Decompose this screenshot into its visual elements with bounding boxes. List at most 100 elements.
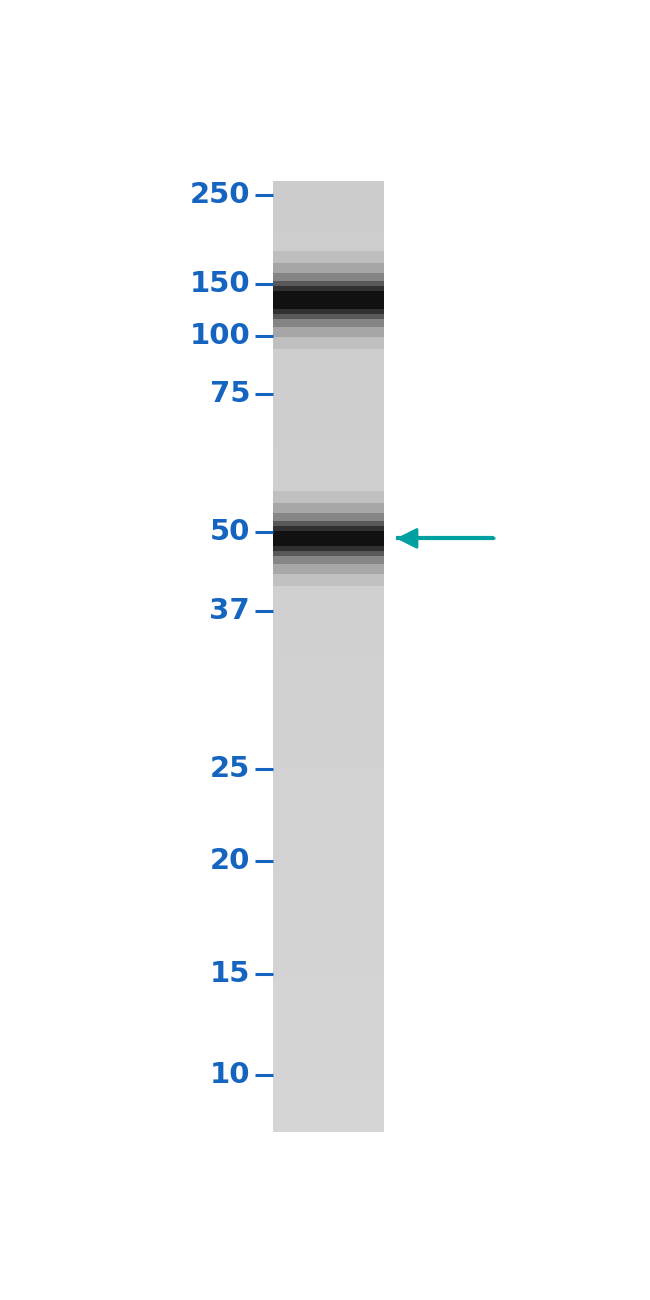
Bar (273, 878, 384, 880)
Bar (273, 637, 384, 640)
Bar (273, 497, 384, 499)
Bar (273, 992, 384, 994)
Bar (273, 806, 384, 809)
Bar (273, 295, 384, 298)
Bar (273, 1001, 384, 1004)
Bar (273, 897, 384, 900)
Bar (273, 794, 384, 797)
Bar (273, 1080, 384, 1082)
Bar (273, 1067, 384, 1070)
Bar (273, 471, 384, 473)
Bar (273, 455, 384, 456)
Bar (273, 490, 384, 493)
Bar (273, 292, 384, 295)
Bar (273, 811, 384, 814)
Bar (273, 889, 384, 892)
Bar (273, 647, 384, 650)
Bar (273, 229, 384, 231)
Text: 15: 15 (210, 959, 250, 988)
Bar (273, 442, 384, 445)
Bar (273, 1087, 384, 1089)
Bar (273, 1058, 384, 1061)
Bar (273, 1024, 384, 1027)
Bar (273, 1004, 384, 1006)
Bar (273, 880, 384, 883)
Bar (273, 788, 384, 789)
Bar (273, 623, 384, 625)
Bar (273, 861, 384, 863)
Bar (273, 1092, 384, 1093)
Bar (273, 554, 384, 556)
Bar (273, 361, 384, 364)
Bar (273, 286, 384, 315)
Bar (273, 473, 384, 476)
Bar (273, 1101, 384, 1104)
Bar (273, 954, 384, 955)
Bar (273, 343, 384, 344)
Bar (273, 303, 384, 304)
Bar (273, 205, 384, 207)
Bar (273, 459, 384, 462)
Bar (273, 742, 384, 745)
Bar (273, 941, 384, 944)
Bar (273, 578, 384, 580)
Bar (273, 832, 384, 835)
Bar (273, 706, 384, 709)
Bar (273, 636, 384, 637)
Bar (273, 503, 384, 573)
Bar (273, 298, 384, 300)
Bar (273, 1027, 384, 1030)
Bar (273, 1018, 384, 1021)
Bar (273, 1106, 384, 1108)
Bar (273, 857, 384, 858)
Bar (273, 1006, 384, 1009)
Bar (273, 866, 384, 868)
Bar (273, 818, 384, 820)
Bar (273, 316, 384, 318)
Bar (273, 602, 384, 604)
Bar (273, 573, 384, 576)
Bar (273, 883, 384, 885)
Bar (273, 940, 384, 941)
Bar (273, 1037, 384, 1039)
Bar (273, 1115, 384, 1118)
Bar (273, 731, 384, 733)
Bar (273, 324, 384, 326)
Bar (273, 685, 384, 688)
Bar (273, 829, 384, 832)
Bar (273, 608, 384, 611)
Bar (273, 1084, 384, 1087)
Bar (273, 393, 384, 395)
Bar (273, 312, 384, 315)
Bar (273, 1113, 384, 1115)
Bar (273, 662, 384, 663)
Bar (273, 413, 384, 416)
Bar (273, 849, 384, 852)
Bar (273, 395, 384, 398)
Bar (273, 428, 384, 430)
Bar (273, 792, 384, 794)
Bar (273, 699, 384, 702)
Bar (273, 550, 384, 552)
Bar (273, 785, 384, 788)
Bar (273, 746, 384, 749)
Bar (273, 183, 384, 186)
Bar (273, 604, 384, 607)
Text: 150: 150 (189, 270, 250, 298)
Bar (273, 1124, 384, 1127)
Bar (273, 352, 384, 355)
Bar (273, 516, 384, 519)
Bar (273, 519, 384, 521)
Bar (273, 949, 384, 952)
Bar (273, 212, 384, 214)
Bar (273, 269, 384, 272)
Bar (273, 1032, 384, 1035)
Bar (273, 972, 384, 975)
Bar (273, 273, 384, 328)
Bar (273, 932, 384, 935)
Bar (273, 720, 384, 723)
Bar (273, 1009, 384, 1010)
Bar (273, 909, 384, 911)
Bar (273, 552, 384, 554)
Bar (273, 1052, 384, 1053)
